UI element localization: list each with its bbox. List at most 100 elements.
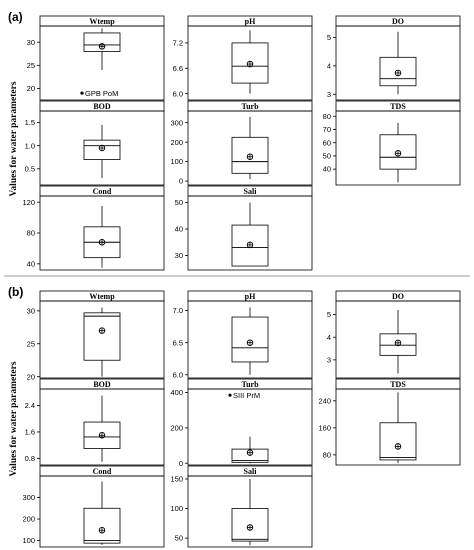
y-tick-label: 5 [327, 310, 331, 319]
panel-a-bod: BOD 0.5 1.0 1.5 [25, 100, 165, 186]
y-tick-label: 30 [27, 306, 35, 315]
panel-a-turb: Turb 0 100 200 300 [170, 100, 313, 186]
section-b: (b) Values for water parameters [8, 285, 23, 477]
mean-marker [98, 238, 106, 246]
y-tick-label: 5 [327, 33, 331, 42]
y-tick-label: 25 [27, 61, 35, 70]
plot-frame [187, 388, 313, 466]
iqr-box [231, 316, 269, 363]
y-tick-label: 200 [170, 423, 183, 432]
mean-marker [98, 327, 106, 334]
y-tick-label: 80 [323, 112, 331, 121]
y-tick-label: 3 [327, 90, 331, 99]
iqr-box [379, 422, 417, 461]
y-tick-label: 70 [323, 125, 331, 134]
plot-frame [39, 25, 165, 101]
y-tick-label: 25 [27, 339, 35, 348]
mean-marker [98, 43, 106, 50]
y-tick-label: 150 [170, 475, 183, 484]
y-tick-label: 1.0 [25, 141, 35, 150]
y-tick-label: 100 [170, 504, 183, 513]
y-tick-label: 160 [318, 423, 331, 432]
y-tick-label: 30 [175, 251, 183, 260]
panel-label-b: (b) [8, 285, 23, 299]
panel-b-tds: TDS 80 160 240 [318, 378, 461, 466]
mean-marker [394, 150, 402, 157]
y-tick-label: 50 [323, 152, 331, 161]
panel-title: pH [245, 292, 256, 301]
y-axis-label-b: Values for water parameters [9, 361, 19, 476]
panel-b-wtemp: Wtemp 20 25 30 [27, 290, 165, 381]
y-tick-label: 0.5 [25, 164, 35, 173]
y-tick-label: 6.6 [173, 64, 183, 73]
panel-title: TDS [390, 380, 406, 389]
mean-marker [246, 524, 254, 531]
plot-frame [39, 475, 165, 548]
y-tick-label: 100 [22, 536, 35, 545]
y-tick-label: 7.0 [173, 306, 183, 315]
y-tick-label: 4 [327, 61, 331, 70]
plot-frame [187, 25, 313, 101]
y-tick-label: 6.5 [173, 338, 183, 347]
y-tick-label: 0 [179, 177, 183, 186]
panel-a-wtemp: Wtemp 20 25 30 GPB PoM [27, 15, 165, 101]
panel-title: DO [392, 292, 404, 301]
outlier-point [80, 91, 84, 95]
y-tick-label: 200 [170, 138, 183, 147]
panel-title: DO [392, 17, 404, 26]
y-tick-label: 400 [170, 388, 183, 397]
plot-frame [335, 300, 461, 379]
y-tick-label: 60 [323, 138, 331, 147]
y-tick-label: 1.5 [25, 118, 35, 127]
y-tick-label: 1.6 [25, 428, 35, 437]
panel-title: Turb [241, 380, 259, 389]
y-tick-label: 40 [323, 165, 331, 174]
mean-marker [394, 443, 402, 450]
mean-marker [246, 339, 254, 346]
y-tick-label: 80 [323, 450, 331, 459]
y-tick-label: 50 [175, 198, 183, 207]
panel-label-a: (a) [8, 10, 23, 24]
y-tick-label: 4 [327, 333, 331, 342]
y-tick-label: 7.2 [173, 39, 183, 48]
panel-title: Wtemp [89, 292, 115, 301]
plot-frame [187, 110, 313, 186]
plot-frame [39, 300, 165, 379]
y-tick-label: 0.8 [25, 454, 35, 463]
iqr-box [379, 56, 417, 87]
y-tick-label: 80 [27, 229, 35, 238]
panel-b-bod: BOD 0.8 1.6 2.4 [25, 378, 165, 466]
mean-marker [98, 144, 106, 152]
panel-a-sali: Sali 30 40 50 [175, 185, 313, 271]
plot-frame [39, 388, 165, 466]
mean-marker [246, 60, 254, 68]
mean-marker [394, 339, 402, 347]
plot-frame [187, 300, 313, 379]
outlier-point [228, 393, 232, 397]
y-tick-label: 300 [170, 118, 183, 127]
y-tick-label: 0 [179, 459, 183, 468]
mean-marker [98, 432, 106, 439]
y-tick-label: 40 [175, 225, 183, 234]
panel-b-cond: Cond 100 200 300 [22, 465, 165, 548]
y-tick-label: 240 [318, 396, 331, 405]
panel-title: Turb [241, 102, 259, 111]
iqr-box [83, 32, 121, 52]
section-a: (a) Values for water parameters [8, 10, 23, 197]
plot-frame [187, 475, 313, 548]
iqr-box [83, 507, 121, 544]
panel-b-turb: Turb 0 200 400 SIII PrM [170, 378, 313, 468]
y-tick-label: 3 [327, 355, 331, 364]
panel-a-ph: pH 6.0 6.6 7.2 [173, 15, 313, 101]
panel-b-sali: Sali 50 100 150 [170, 465, 313, 548]
panel-b-do: DO 3 4 5 [327, 290, 461, 379]
panel-title: Sali [244, 467, 258, 476]
panel-title: Cond [93, 467, 112, 476]
y-tick-label: 200 [22, 515, 35, 524]
panel-title: Sali [244, 187, 258, 196]
y-tick-label: 6.0 [173, 89, 183, 98]
plot-frame [335, 110, 461, 186]
mean-marker [394, 69, 402, 77]
